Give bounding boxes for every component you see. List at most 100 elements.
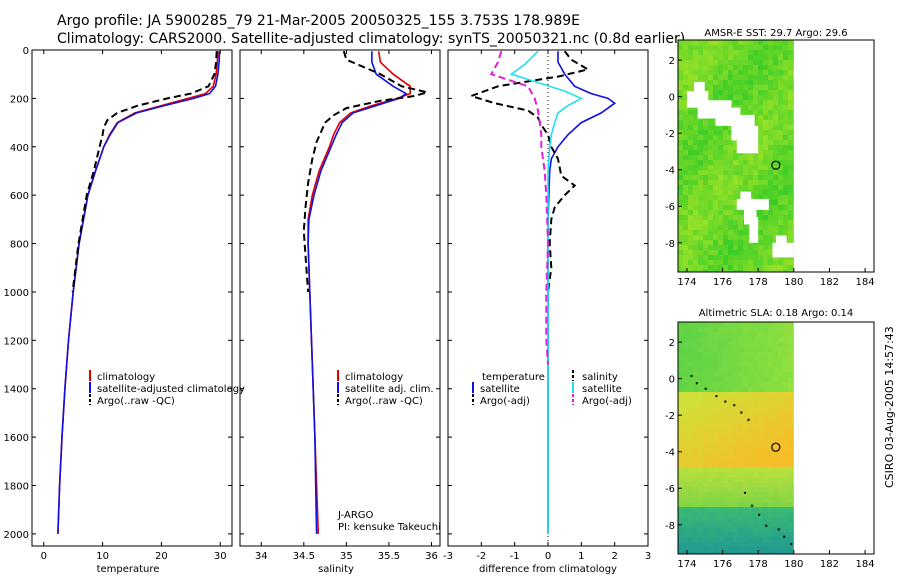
map-cell	[768, 200, 773, 205]
map-cell	[758, 392, 763, 397]
map-cell	[738, 482, 743, 487]
map-cell	[768, 150, 773, 155]
map-cell	[733, 250, 738, 255]
map-cell	[763, 427, 768, 432]
map-cell	[678, 507, 683, 512]
map-cell	[758, 367, 763, 372]
map-cell	[723, 387, 728, 392]
map-cell	[778, 367, 783, 372]
map-cell	[783, 50, 788, 55]
map-cell	[748, 352, 753, 357]
map-cell	[723, 547, 728, 552]
map-cell	[738, 447, 743, 452]
map-cell	[788, 65, 793, 70]
map-cell	[768, 245, 773, 250]
map-cell	[763, 497, 768, 502]
map-cell	[683, 552, 688, 554]
x-tick-label: 3	[645, 551, 651, 562]
map-cell	[683, 100, 688, 105]
map-cell	[688, 512, 693, 517]
map-cell	[753, 337, 758, 342]
map-cell	[748, 357, 753, 362]
map-cell	[793, 332, 794, 337]
map-cell	[748, 337, 753, 342]
map-cell	[698, 487, 703, 492]
map-cell	[753, 552, 758, 554]
map-cell	[748, 155, 753, 160]
map-cell	[723, 342, 728, 347]
map-cell	[768, 377, 773, 382]
map-cell	[793, 110, 794, 115]
map-cell	[793, 417, 794, 422]
x-tick-label: 0	[41, 551, 47, 562]
map-cell	[793, 367, 794, 372]
map-cell	[753, 80, 758, 85]
map-cell	[688, 195, 693, 200]
map-cell	[768, 522, 773, 527]
map-cell	[768, 255, 773, 260]
map-cell	[793, 200, 794, 205]
map-cell	[793, 260, 794, 265]
map-cell	[758, 120, 763, 125]
map-cell	[683, 377, 688, 382]
map-cell	[728, 185, 733, 190]
map-cell	[783, 377, 788, 382]
map-cell	[733, 332, 738, 337]
map-cell	[748, 165, 753, 170]
map-cell	[683, 447, 688, 452]
map-cell	[683, 240, 688, 245]
map-cell	[778, 45, 783, 50]
map-cell	[733, 472, 738, 477]
map-cell	[783, 427, 788, 432]
map-cell	[693, 65, 698, 70]
map-cell	[698, 170, 703, 175]
map-cell	[723, 462, 728, 467]
map-cell	[708, 65, 713, 70]
map-cell	[748, 482, 753, 487]
map-cell	[788, 60, 793, 65]
map-cell	[683, 90, 688, 95]
map-cell	[733, 417, 738, 422]
map-cell	[773, 220, 778, 225]
legend-label-climatology: climatology	[97, 372, 155, 383]
map-cell	[718, 487, 723, 492]
map-cell	[688, 50, 693, 55]
map-cell	[713, 507, 718, 512]
map-cell	[713, 542, 718, 547]
map-cell	[793, 60, 794, 65]
map-cell	[708, 210, 713, 215]
map-cell	[708, 432, 713, 437]
map-cell	[708, 387, 713, 392]
map-cell	[698, 432, 703, 437]
map-cell	[678, 150, 683, 155]
map-cell	[723, 412, 728, 417]
map-cell	[783, 367, 788, 372]
map-cell	[753, 492, 758, 497]
map-cell	[778, 100, 783, 105]
map-cell	[703, 75, 708, 80]
map-cell	[783, 90, 788, 95]
map-cell	[768, 240, 773, 245]
map-cell	[793, 100, 794, 105]
map-cell	[763, 337, 768, 342]
map-cell	[708, 477, 713, 482]
map-cell	[688, 60, 693, 65]
map-cell	[718, 215, 723, 220]
x-tick-label: 178	[749, 559, 768, 570]
map-cell	[773, 347, 778, 352]
map-cell	[683, 185, 688, 190]
map-cell	[718, 392, 723, 397]
map-cell	[788, 135, 793, 140]
map-cell	[783, 502, 788, 507]
map-cell	[733, 497, 738, 502]
map-cell	[703, 352, 708, 357]
map-cell	[728, 235, 733, 240]
map-cell	[773, 175, 778, 180]
map-cell	[788, 240, 793, 245]
map-cell	[698, 427, 703, 432]
map-cell	[688, 482, 693, 487]
map-cell	[703, 45, 708, 50]
map-cell	[783, 352, 788, 357]
map-cell	[703, 120, 708, 125]
